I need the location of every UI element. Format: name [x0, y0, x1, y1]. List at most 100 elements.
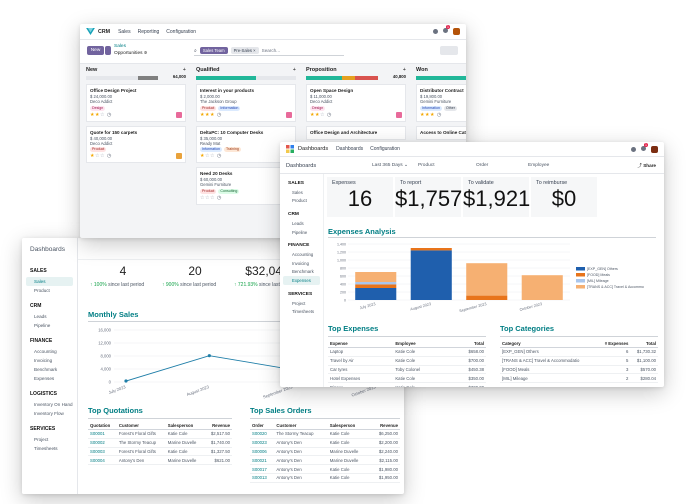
sidebar-item-benchmark[interactable]: Benchmark: [34, 367, 58, 372]
chat-icon[interactable]: [631, 146, 636, 152]
sidebar-item-pipeline[interactable]: Pipeline: [292, 229, 308, 235]
progress-bar[interactable]: [196, 76, 296, 80]
salesperson-avatar[interactable]: [176, 153, 182, 160]
filter-product[interactable]: Product: [418, 163, 435, 168]
breadcrumb-parent[interactable]: Sales: [114, 44, 126, 49]
sidebar-item-leads[interactable]: Leads: [292, 220, 304, 226]
sidebar-item-inventory-on-hand[interactable]: Inventory On Hand: [34, 402, 73, 407]
kanban-card[interactable]: Open Space Design $ 11,000.00 Deco Addict D…: [306, 84, 406, 122]
column-header[interactable]: Won+: [414, 65, 466, 75]
kanban-card[interactable]: Interest in your products $ 2,000.00 The J…: [196, 84, 296, 122]
activity-clock-icon[interactable]: ◷: [216, 153, 222, 160]
activity-clock-icon[interactable]: ◷: [106, 111, 112, 118]
star-icon[interactable]: ★: [200, 111, 205, 118]
star-icon[interactable]: ☆: [209, 194, 215, 201]
table-row[interactable]: S00006 Antony's Den Marine Duvelle $2,240.0…: [250, 447, 400, 457]
table-row[interactable]: Laptop Katie Cole $658.00: [328, 347, 486, 357]
table-row[interactable]: [TRANS & ACC] Travel & Accommodatio 5 $1,1…: [500, 356, 658, 366]
priority-stars[interactable]: ★☆☆ ◷: [90, 153, 182, 159]
sidebar-item-accounting[interactable]: Accounting: [34, 349, 57, 354]
priority-stars[interactable]: ★★★ ◷: [200, 112, 292, 118]
star-icon[interactable]: ★: [310, 111, 315, 118]
column-header[interactable]: Salesperson: [165, 421, 205, 430]
salesperson-avatar[interactable]: [286, 111, 292, 118]
sidebar-item-inventory-flow[interactable]: Inventory Flow: [34, 411, 64, 416]
app-name[interactable]: CRM: [98, 28, 111, 35]
star-icon[interactable]: ★: [90, 111, 95, 118]
sidebar-item-sales[interactable]: Sales: [292, 189, 303, 195]
column-header[interactable]: # Expenses: [597, 339, 631, 348]
column-header[interactable]: Qualified +: [194, 65, 298, 75]
breadcrumb[interactable]: Dashboards: [286, 163, 317, 169]
priority-stars[interactable]: ★★☆ ◷: [90, 112, 182, 118]
column-header[interactable]: Category: [500, 339, 598, 348]
user-avatar[interactable]: [651, 145, 658, 153]
progress-bar[interactable]: [416, 76, 466, 80]
kanban-card[interactable]: Access to Online Catalog: [416, 125, 466, 140]
kanban-card[interactable]: Office Design Project $ 24,000.00 Deco Add…: [86, 84, 186, 122]
breadcrumb[interactable]: Dashboards: [30, 246, 66, 253]
sidebar-item-project[interactable]: Project: [292, 300, 306, 306]
sidebar-item-accounting[interactable]: Accounting: [292, 252, 314, 258]
kpi-card-to-reimburse[interactable]: To reimburse $0: [531, 177, 597, 217]
star-icon[interactable]: ☆: [99, 111, 105, 118]
star-icon[interactable]: ☆: [204, 153, 210, 160]
sidebar-item-timesheets[interactable]: Timesheets: [292, 309, 315, 315]
salesperson-avatar[interactable]: [176, 111, 182, 118]
sidebar-item-project[interactable]: Project: [34, 437, 49, 442]
star-icon[interactable]: ☆: [319, 111, 325, 118]
star-icon[interactable]: ☆: [200, 194, 205, 201]
column-header[interactable]: Total: [630, 339, 658, 348]
facet-pre-sales[interactable]: Pre-Sales ×: [230, 47, 259, 54]
salesperson-avatar[interactable]: [396, 111, 402, 118]
menu-dashboards[interactable]: Dashboards: [336, 146, 364, 152]
search-input[interactable]: Search...: [261, 48, 281, 53]
search-bar[interactable]: ⌕ Sales Team Pre-Sales × Search...: [194, 46, 344, 56]
table-row[interactable]: S00004 Antony's Den Marine Duvelle $621.00: [88, 455, 232, 466]
star-icon[interactable]: ★: [90, 153, 95, 160]
kanban-card[interactable]: Need 20 Desks $ 60,000.00 Gemini Furniture…: [196, 167, 296, 205]
column-header[interactable]: Revenue: [204, 421, 232, 430]
add-card-icon[interactable]: +: [182, 67, 186, 73]
table-row[interactable]: S00013 Antony's Den Katie Cole $1,950.00: [250, 473, 400, 483]
sidebar-item-sales[interactable]: Sales: [26, 277, 73, 286]
kpi-card[interactable]: 4 ↑ 100% since last period: [90, 264, 156, 304]
sidebar-item-product[interactable]: Product: [292, 198, 307, 204]
activity-clock-icon[interactable]: ◷: [216, 194, 222, 201]
star-icon[interactable]: ★: [200, 153, 205, 160]
table-row[interactable]: S00020 The Stormy Teacup Katie Cole $6,250.…: [250, 429, 400, 439]
user-avatar[interactable]: [453, 28, 460, 35]
kpi-card[interactable]: 20 ↑ 900% since last period: [162, 264, 228, 304]
filter-order[interactable]: Order: [476, 163, 489, 168]
table-row[interactable]: [MIL] Mileage 2 $280.04: [500, 373, 658, 384]
column-header[interactable]: Customer: [116, 421, 166, 430]
filter-employee[interactable]: Employee: [528, 163, 550, 168]
menu-sales[interactable]: Sales: [118, 28, 131, 35]
activity-clock-icon[interactable]: ◷: [106, 153, 112, 160]
sidebar-item-leads[interactable]: Leads: [34, 314, 47, 319]
star-icon[interactable]: ☆: [204, 194, 210, 201]
star-icon[interactable]: ★: [420, 111, 425, 118]
sidebar-item-expenses[interactable]: Expenses: [283, 276, 320, 285]
star-icon[interactable]: ☆: [94, 153, 100, 160]
table-row[interactable]: S00021 Antony's Den Marine Duvelle $2,115.0…: [250, 455, 400, 466]
app-name[interactable]: Dashboards: [298, 146, 329, 152]
menu-reporting[interactable]: Reporting: [137, 28, 160, 35]
gear-icon[interactable]: [105, 46, 111, 55]
facet-sales-team[interactable]: Sales Team: [199, 47, 228, 54]
star-icon[interactable]: ☆: [209, 153, 215, 160]
progress-bar[interactable]: [86, 76, 158, 80]
column-header[interactable]: Expense: [328, 339, 394, 348]
sidebar-item-pipeline[interactable]: Pipeline: [34, 323, 51, 328]
star-icon[interactable]: ★: [429, 111, 435, 118]
kpi-card-to-validate[interactable]: To validate $1,921: [463, 177, 530, 217]
activity-clock-icon[interactable]: ◷: [436, 111, 442, 118]
star-icon[interactable]: ★: [424, 111, 430, 118]
activity-icon[interactable]: 1: [443, 25, 450, 35]
table-row[interactable]: S00017 Antony's Den Katie Cole $1,980.00: [250, 464, 400, 474]
priority-stars[interactable]: ☆☆☆ ◷: [200, 195, 292, 201]
activity-icon[interactable]: 1: [641, 142, 648, 153]
sidebar-item-invoicing[interactable]: Invoicing: [34, 358, 53, 363]
sidebar-item-timesheets[interactable]: Timesheets: [34, 446, 58, 451]
activity-clock-icon[interactable]: ◷: [216, 111, 222, 118]
